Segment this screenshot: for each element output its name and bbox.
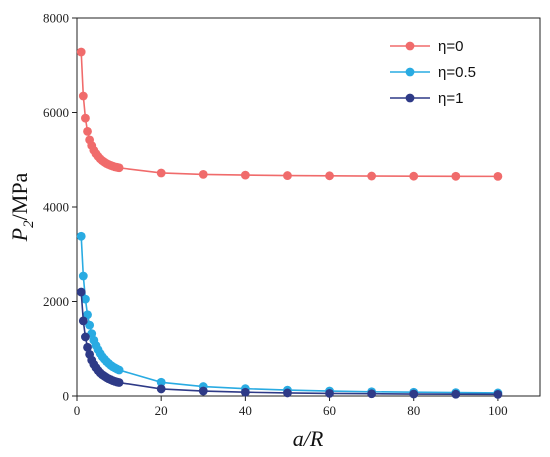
data-point [325, 389, 334, 398]
data-point [76, 47, 86, 57]
data-point [76, 231, 86, 241]
series-2 [76, 287, 503, 399]
legend-item: η=1 [390, 90, 463, 107]
data-point [283, 388, 292, 398]
series-layer [76, 47, 503, 399]
y-tick-label: 4000 [43, 200, 69, 215]
data-point [451, 389, 461, 399]
data-point [198, 386, 208, 396]
legend-marker [405, 41, 415, 51]
y-tick-label: 8000 [43, 11, 69, 26]
series-0 [76, 47, 503, 181]
x-tick-label: 0 [74, 403, 81, 418]
data-point [156, 168, 166, 178]
data-point [78, 91, 88, 101]
x-axis-title: a/R [293, 426, 324, 451]
data-point [283, 171, 292, 180]
y-tick-label: 0 [63, 389, 70, 404]
data-point [114, 378, 124, 387]
data-point [81, 294, 90, 304]
data-point [240, 170, 250, 180]
legend-label: η=1 [438, 90, 463, 107]
data-point [85, 320, 95, 330]
legend-marker [405, 67, 415, 77]
data-point [83, 342, 92, 352]
x-tick-label: 40 [239, 403, 252, 418]
legend: η=0 η=0.5 η=1 [390, 38, 476, 107]
data-point [78, 271, 88, 281]
data-point [114, 365, 124, 375]
data-point [493, 171, 503, 181]
data-point [451, 171, 461, 181]
y-axis-title-unit: /MPa [7, 172, 32, 220]
y-tick-label: 2000 [43, 294, 69, 309]
legend-label: η=0.5 [438, 64, 476, 81]
x-tick-label: 20 [155, 403, 168, 418]
data-point [409, 389, 419, 399]
axis-ticks: 0 20 40 60 80 100 0 2000 4000 6000 8000 [43, 11, 508, 419]
data-point [156, 384, 166, 394]
data-point [114, 163, 124, 173]
series-line [80, 291, 498, 396]
y-axis-title-subscript: 2 [21, 220, 37, 228]
data-point [83, 310, 92, 320]
data-point [325, 171, 334, 181]
x-tick-label: 80 [407, 403, 420, 418]
data-point [156, 377, 166, 387]
data-point [83, 126, 92, 136]
data-point [493, 389, 503, 399]
series-line [80, 236, 498, 394]
legend-marker [405, 93, 415, 103]
x-tick-label: 60 [323, 403, 336, 418]
legend-item: η=0.5 [390, 64, 476, 81]
data-point [367, 171, 377, 181]
data-point [81, 332, 90, 342]
data-point [81, 113, 90, 123]
series-line [80, 51, 498, 178]
data-point [367, 389, 377, 399]
data-point [409, 171, 419, 181]
data-point [76, 287, 86, 297]
y-tick-label: 6000 [43, 105, 69, 120]
data-point [78, 316, 88, 326]
y-axis-title-main: P [7, 228, 32, 242]
y-axis-title: P2/MPa [7, 172, 37, 242]
series-1 [76, 231, 503, 398]
legend-item: η=0 [390, 38, 463, 55]
data-point [198, 169, 208, 179]
x-tick-label: 100 [488, 403, 508, 418]
data-point [240, 387, 250, 397]
legend-label: η=0 [438, 38, 463, 55]
